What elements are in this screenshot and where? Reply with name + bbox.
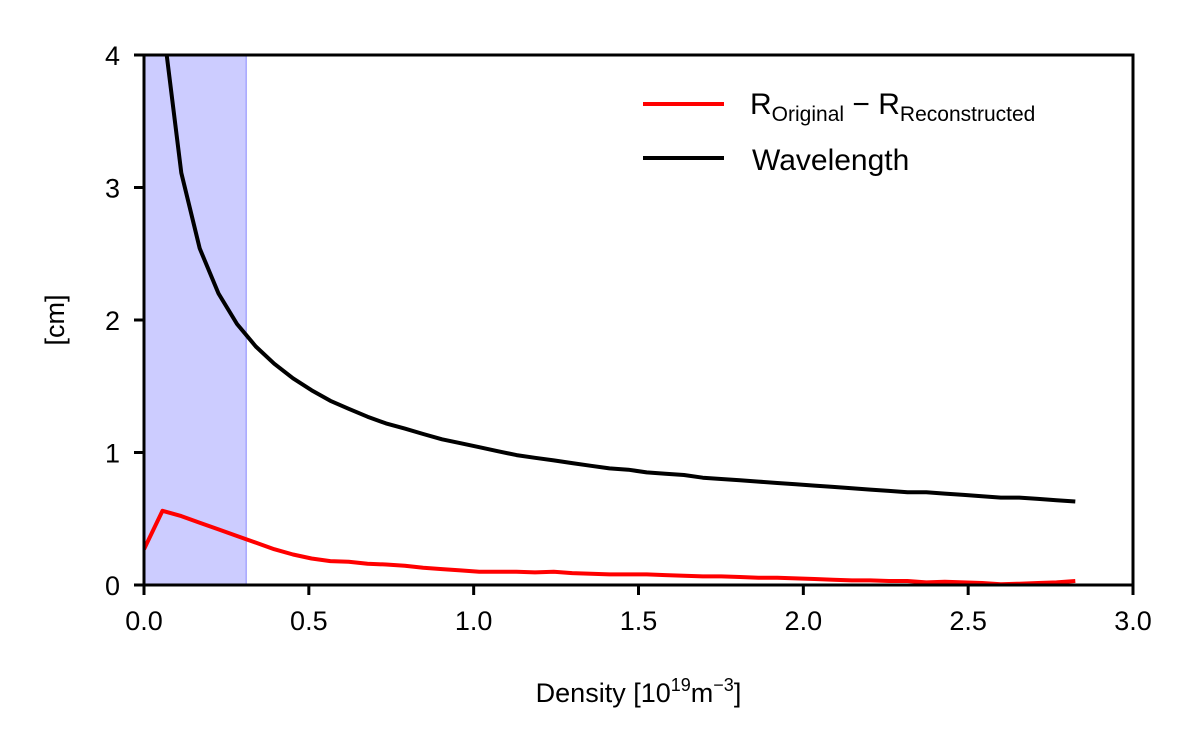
y-tick-label: 2	[105, 306, 120, 336]
x-axis-unit-open: [10	[626, 678, 671, 708]
plot-frame	[142, 53, 1135, 587]
series-line-difference	[144, 508, 1076, 585]
x-axis-label-text: Density	[536, 678, 627, 708]
legend-r-reconstructed-sub: Reconstructed	[900, 103, 1035, 126]
x-axis-unit-exponent: 19	[671, 675, 691, 695]
legend-r-original-base: R	[750, 88, 772, 121]
y-tick-label: 3	[105, 174, 120, 204]
series-line-wavelength	[164, 55, 1076, 504]
x-tick-label: 2.5	[949, 606, 987, 636]
legend-label-difference: ROriginal − RReconstructed	[750, 88, 1035, 126]
y-tick-label: 4	[105, 41, 120, 71]
legend-r-original-sub: Original	[772, 103, 844, 126]
y-tick-label: 0	[105, 571, 120, 601]
legend-label-wavelength: Wavelength	[752, 144, 909, 177]
legend-minus-operator: −	[844, 88, 878, 121]
x-axis-unit-exponent-2: −3	[713, 675, 734, 695]
x-axis-unit-m: m	[691, 678, 714, 708]
x-axis-label: Density [1019m−3]	[536, 675, 742, 708]
x-tick-label: 1.5	[620, 606, 658, 636]
x-tick-label: 0.0	[125, 606, 163, 636]
highlighted-density-region	[143, 54, 247, 586]
x-axis-unit-close: ]	[734, 678, 742, 708]
x-axis: 0.0 0.5 1.0 1.5 2.0 2.5 3.0	[125, 585, 1152, 636]
x-tick-label: 1.0	[455, 606, 493, 636]
series-layer	[144, 55, 1076, 585]
x-tick-label: 2.0	[785, 606, 823, 636]
x-tick-label: 3.0	[1114, 606, 1152, 636]
legend: ROriginal − RReconstructed Wavelength	[643, 88, 1035, 177]
legend-r-reconstructed-base: R	[878, 88, 900, 121]
y-tick-label: 1	[105, 439, 120, 469]
y-axis-label: [cm]	[40, 295, 70, 346]
y-axis: 0 1 2 3 4	[105, 41, 144, 601]
x-tick-label: 0.5	[290, 606, 328, 636]
